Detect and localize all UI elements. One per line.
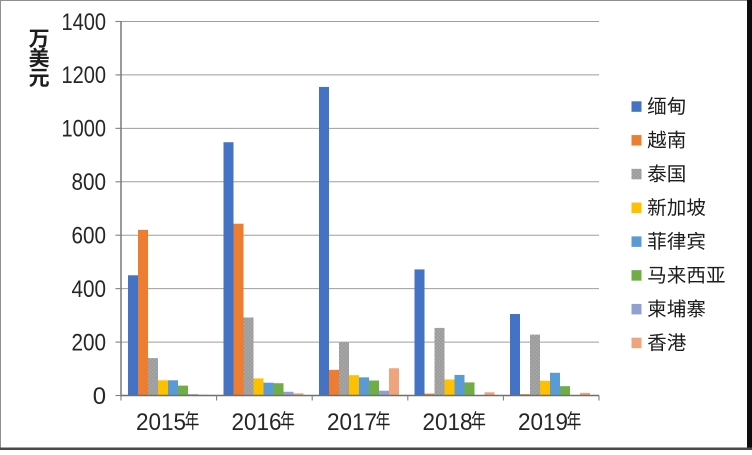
svg-text:400: 400 <box>72 276 107 303</box>
svg-text:1200: 1200 <box>62 62 107 89</box>
svg-text:1400: 1400 <box>62 9 107 36</box>
svg-text:200: 200 <box>72 329 107 356</box>
svg-text:2016: 2016 <box>232 409 282 436</box>
svg-text:2017: 2017 <box>327 409 377 436</box>
svg-text:600: 600 <box>72 223 107 250</box>
svg-text:800: 800 <box>72 169 107 196</box>
svg-text:2019: 2019 <box>518 409 568 436</box>
svg-text:2015: 2015 <box>136 409 186 436</box>
svg-text:1000: 1000 <box>62 116 107 143</box>
svg-text:0: 0 <box>93 383 106 410</box>
svg-text:2018: 2018 <box>423 409 473 436</box>
